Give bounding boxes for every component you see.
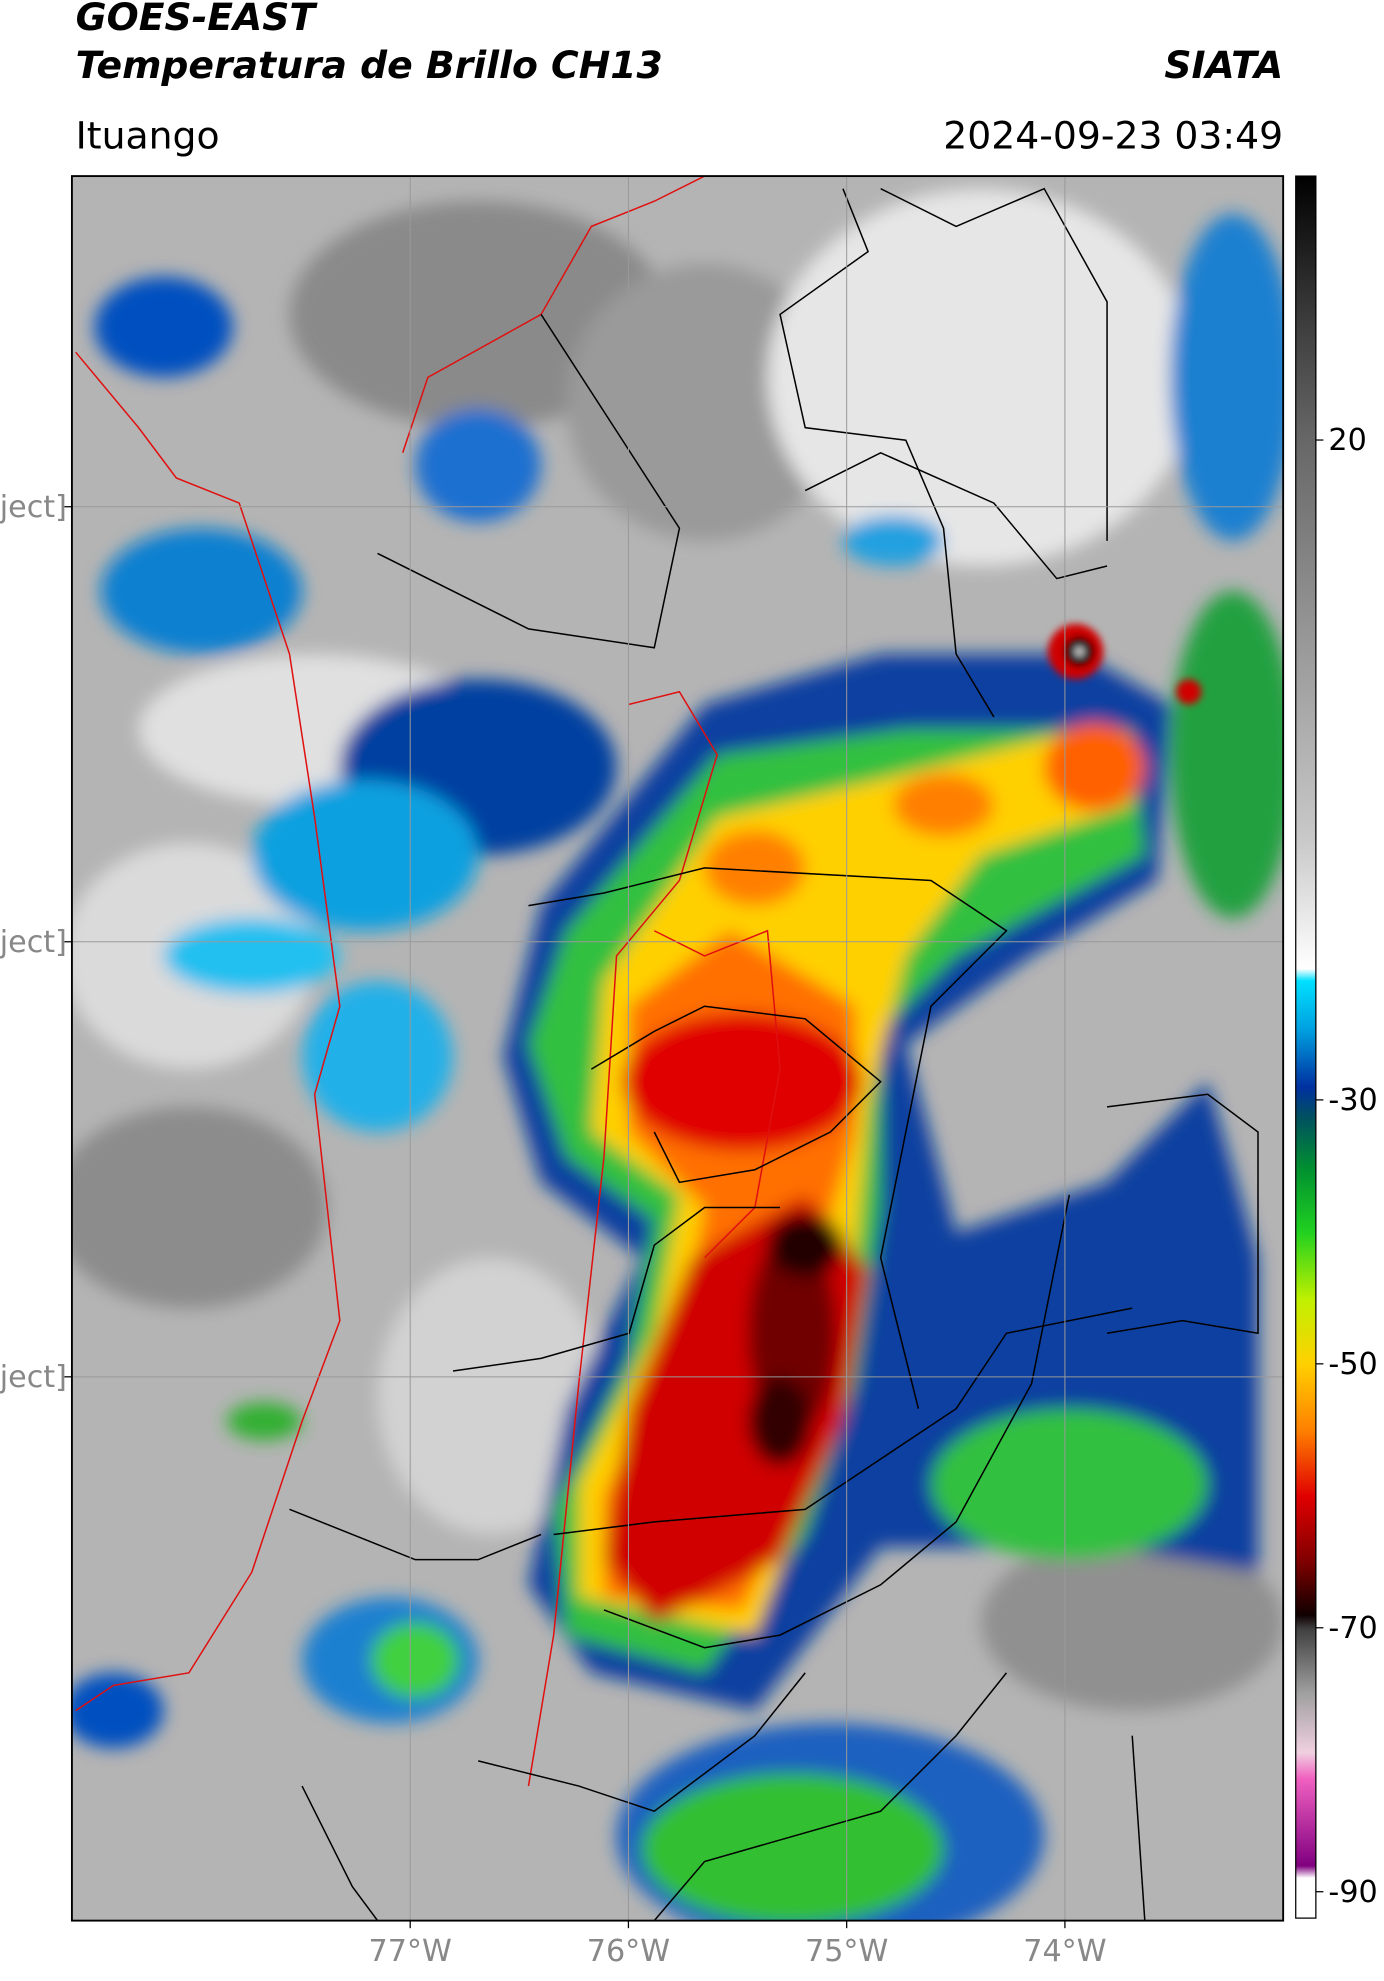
axes: 77°W 76°W 75°W 74°W [object Object] [object O… (0, 423, 1378, 1969)
y-tick-label: [object Object] (0, 1360, 67, 1395)
colorbar-tick-label: -30 (1328, 1083, 1377, 1118)
colorbar-tick-label: 20 (1328, 423, 1366, 458)
graticule (71, 176, 1284, 1921)
source: SIATA (1164, 43, 1283, 87)
colorbar-tick-label: -50 (1328, 1347, 1377, 1382)
location: Ituango (76, 113, 220, 157)
subtitle: Temperatura de Brillo CH13 (76, 43, 663, 87)
x-tick-label: 76°W (587, 1934, 670, 1969)
y-tick-label: [object Object] (0, 490, 67, 525)
datetime: 2024-09-23 03:49 (943, 113, 1283, 157)
colorbar-tick-label: -70 (1328, 1611, 1377, 1646)
x-tick-label: 75°W (805, 1934, 888, 1969)
satellite-image (71, 176, 1284, 1921)
colorbar-tick-label: -90 (1328, 1875, 1377, 1910)
colorbar (1295, 175, 1317, 1919)
x-tick-label: 74°W (1023, 1934, 1106, 1969)
x-tick-label: 77°W (369, 1934, 452, 1969)
map-frame (70, 175, 1285, 1922)
title: GOES-EAST (76, 0, 319, 39)
y-tick-label: [object Object] (0, 925, 67, 960)
